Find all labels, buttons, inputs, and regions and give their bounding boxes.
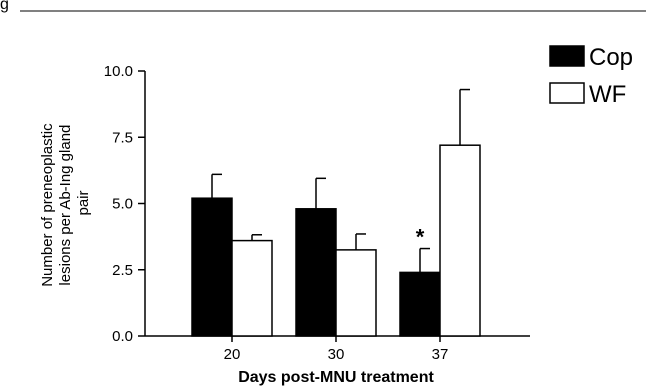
y-tick-label: 0.0 <box>112 328 133 345</box>
y-axis-title-line-2: lesions per Ab-Ing gland <box>57 125 74 286</box>
figure-panel-label: g <box>0 0 9 13</box>
y-tick-label: 7.5 <box>112 129 133 146</box>
x-ticks-group: 20 30 37 <box>224 336 449 363</box>
x-tick-label: 20 <box>224 346 241 363</box>
x-tick-label: 37 <box>432 346 449 363</box>
y-axis-title-line-3: pair <box>75 190 92 215</box>
bar-wf-30 <box>335 249 377 337</box>
legend-label-wf: WF <box>589 81 626 108</box>
bar-wf-20 <box>231 239 273 337</box>
y-axis-title-line-1: Number of preneoplastic <box>39 123 56 287</box>
y-tick-label: 10.0 <box>104 63 133 80</box>
y-tick-label: 2.5 <box>112 262 133 279</box>
legend-label-cop: Cop <box>589 44 633 71</box>
y-ticks-group: 0.0 2.5 5.0 7.5 10.0 <box>104 63 145 345</box>
y-tick-label: 5.0 <box>112 196 133 213</box>
bar-wf-37 <box>439 144 481 337</box>
x-tick-label: 30 <box>328 346 345 363</box>
bar-cop-20 <box>191 197 233 337</box>
bar-cop-37 <box>399 271 441 337</box>
bars-group <box>191 88 481 337</box>
legend: Cop WF <box>549 44 633 108</box>
y-axis-title: Number of preneoplastic lesions per Ab-I… <box>39 119 92 287</box>
annotations-group: * <box>416 225 425 250</box>
legend-swatch-cop <box>549 45 585 67</box>
legend-swatch-wf <box>549 82 585 104</box>
x-axis-title: Days post-MNU treatment <box>238 369 434 386</box>
significance-marker: * <box>416 225 425 250</box>
bar-cop-30 <box>295 208 337 337</box>
